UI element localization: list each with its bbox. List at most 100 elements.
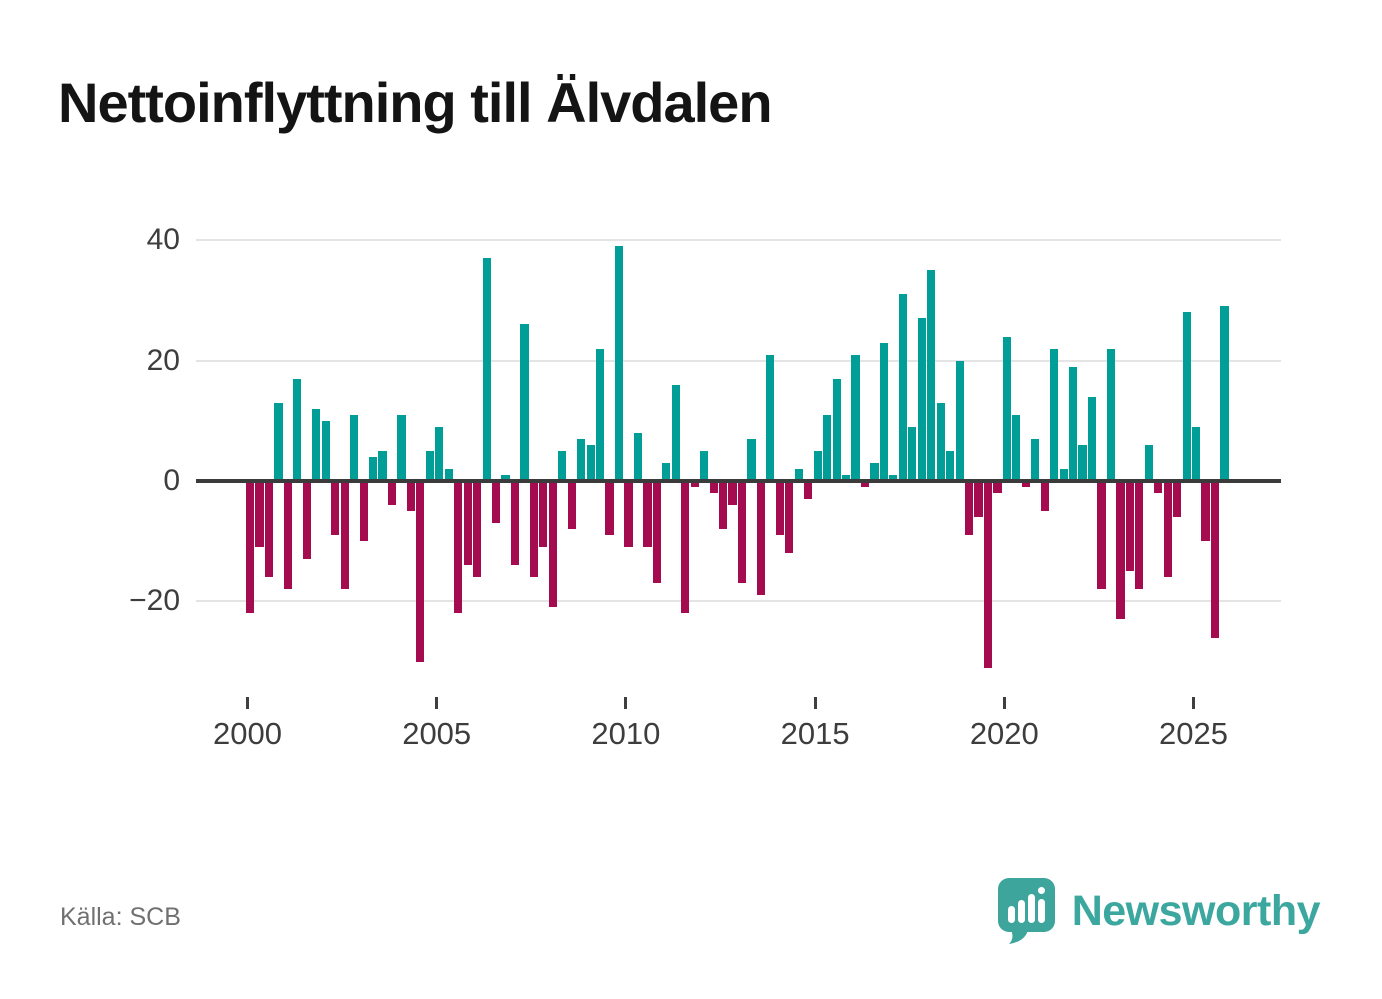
y-axis-tick-label: 20 bbox=[146, 343, 180, 377]
bar bbox=[283, 481, 293, 590]
bar bbox=[662, 462, 671, 481]
bar bbox=[624, 481, 633, 548]
bar bbox=[955, 360, 964, 481]
bar bbox=[1002, 336, 1011, 481]
bar bbox=[652, 481, 661, 584]
bar bbox=[917, 318, 926, 481]
bar bbox=[927, 270, 936, 481]
x-axis-tick-label: 2025 bbox=[1159, 716, 1228, 751]
bar bbox=[766, 354, 775, 481]
bar bbox=[964, 481, 974, 536]
bar bbox=[1182, 312, 1191, 481]
bar bbox=[331, 481, 340, 536]
bar bbox=[775, 481, 784, 536]
bar bbox=[567, 481, 576, 530]
newsworthy-logo-text: Newsworthy bbox=[1071, 886, 1321, 935]
bar bbox=[1050, 348, 1059, 481]
bar bbox=[756, 481, 766, 596]
bar bbox=[387, 481, 397, 506]
bar bbox=[794, 468, 803, 481]
bar bbox=[520, 324, 529, 481]
bar bbox=[482, 258, 491, 481]
y-axis-tick-label: −20 bbox=[129, 584, 180, 618]
bar bbox=[1116, 481, 1125, 620]
bar bbox=[1201, 481, 1210, 542]
bar bbox=[709, 481, 718, 494]
x-axis-tick-label: 2000 bbox=[213, 716, 282, 751]
bar bbox=[1220, 306, 1229, 481]
bar bbox=[302, 481, 311, 560]
bar bbox=[700, 450, 709, 481]
bar bbox=[1031, 438, 1040, 481]
bar bbox=[359, 481, 368, 542]
bar bbox=[747, 438, 756, 481]
bar bbox=[425, 450, 434, 481]
bar bbox=[898, 294, 907, 481]
gridline bbox=[196, 239, 1281, 242]
bar bbox=[1097, 481, 1106, 590]
bar bbox=[974, 481, 983, 518]
bar bbox=[870, 462, 879, 481]
bar bbox=[841, 474, 851, 481]
bar bbox=[993, 481, 1002, 494]
y-axis-tick-label: 40 bbox=[146, 223, 180, 257]
bar bbox=[539, 481, 548, 548]
bar bbox=[737, 481, 747, 584]
bar bbox=[614, 246, 624, 481]
gridline bbox=[196, 600, 1281, 603]
x-axis-tick-label: 2005 bbox=[402, 716, 472, 751]
bar bbox=[690, 481, 699, 488]
bar bbox=[1106, 348, 1116, 481]
bar bbox=[1069, 366, 1078, 481]
bar bbox=[832, 378, 841, 481]
bar bbox=[1125, 481, 1134, 572]
bar bbox=[728, 481, 737, 506]
bar bbox=[908, 426, 917, 481]
bar bbox=[312, 408, 321, 481]
bar bbox=[406, 481, 415, 512]
x-axis-tick-mark bbox=[246, 697, 249, 709]
bar bbox=[255, 481, 264, 548]
bar bbox=[454, 481, 463, 614]
bar bbox=[851, 354, 860, 481]
bar bbox=[473, 481, 482, 578]
bar bbox=[1210, 481, 1220, 638]
zero-axis-line bbox=[196, 479, 1281, 483]
bar bbox=[586, 444, 595, 481]
bar bbox=[671, 384, 680, 481]
bar bbox=[264, 481, 274, 578]
bar bbox=[368, 456, 378, 481]
bar bbox=[321, 420, 330, 481]
bar bbox=[1154, 481, 1163, 494]
bar bbox=[1192, 426, 1201, 481]
bar bbox=[1144, 444, 1153, 481]
bar bbox=[879, 342, 888, 481]
x-axis-tick-mark bbox=[435, 697, 439, 709]
bar bbox=[983, 481, 993, 668]
bar bbox=[463, 481, 472, 566]
bar bbox=[785, 481, 794, 554]
x-axis-tick-label: 2015 bbox=[780, 716, 850, 751]
bar bbox=[350, 414, 359, 481]
bar bbox=[1040, 481, 1049, 512]
bar bbox=[633, 432, 643, 481]
bar bbox=[491, 481, 501, 524]
bar bbox=[946, 450, 955, 481]
x-axis-tick-mark bbox=[813, 697, 817, 709]
bar bbox=[529, 481, 538, 578]
source-text: Källa: SCB bbox=[60, 903, 181, 931]
bar bbox=[274, 402, 283, 481]
bar bbox=[860, 481, 870, 488]
bar bbox=[643, 481, 652, 548]
bar bbox=[605, 481, 614, 536]
bar bbox=[719, 481, 728, 530]
gridline bbox=[196, 359, 1281, 362]
bar bbox=[1021, 481, 1030, 488]
bar bbox=[1012, 414, 1021, 481]
bar bbox=[936, 402, 945, 481]
bar bbox=[1078, 444, 1087, 481]
bar bbox=[1087, 396, 1097, 481]
x-axis-tick-label: 2020 bbox=[969, 716, 1039, 751]
x-axis-tick-mark bbox=[1192, 697, 1195, 709]
